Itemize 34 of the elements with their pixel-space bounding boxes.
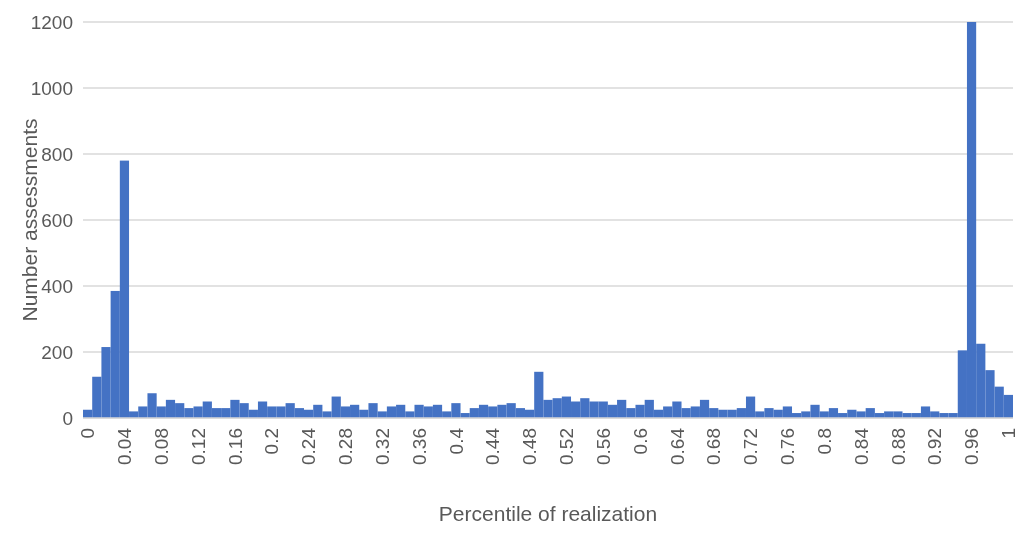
x-tick-label: 0.36: [408, 428, 430, 465]
x-tick-label: 0.12: [187, 428, 209, 465]
y-tick-label: 600: [41, 209, 73, 231]
x-tick-label: 0: [77, 428, 99, 439]
x-tick-label: 0.4: [445, 427, 467, 455]
x-tick-label: 0.52: [556, 428, 578, 465]
x-tick-label: 0.32: [371, 428, 393, 465]
x-tick-label: 0.48: [519, 428, 541, 465]
x-tick-label: 0.72: [740, 428, 762, 465]
x-axis-title: Percentile of realization: [438, 502, 658, 525]
x-tick-label: 0.24: [298, 427, 320, 465]
x-tick-label: 0.68: [703, 428, 725, 465]
y-tick-label: 1000: [30, 77, 73, 99]
x-tick-label: 0.84: [850, 427, 872, 465]
x-tick-label: 0.56: [592, 428, 614, 465]
y-tick-label: 200: [41, 341, 73, 363]
x-tick-label: 0.28: [335, 428, 357, 465]
y-tick-label: 1200: [30, 11, 73, 33]
x-tick-label: 0.88: [887, 428, 909, 465]
x-tick-label: 0.64: [666, 427, 688, 465]
x-tick-label: 0.08: [150, 428, 172, 465]
x-tick-label: 0.96: [961, 428, 983, 465]
x-tick-label: 0.6: [629, 428, 651, 455]
x-tick-label: 0.8: [813, 428, 835, 455]
x-tick-label: 0.92: [924, 428, 946, 465]
y-tick-label: 400: [41, 275, 73, 297]
x-tick-label: 0.44: [482, 427, 504, 465]
x-tick-label: 0.76: [777, 428, 799, 465]
x-tick-label: 1: [998, 428, 1020, 439]
y-tick-label: 800: [41, 143, 73, 165]
y-axis-title: Number assessments: [18, 118, 42, 322]
x-tick-label: 0.2: [261, 428, 283, 455]
x-tick-label: 0.16: [224, 428, 246, 465]
x-tick-label: 0.04: [114, 427, 136, 465]
